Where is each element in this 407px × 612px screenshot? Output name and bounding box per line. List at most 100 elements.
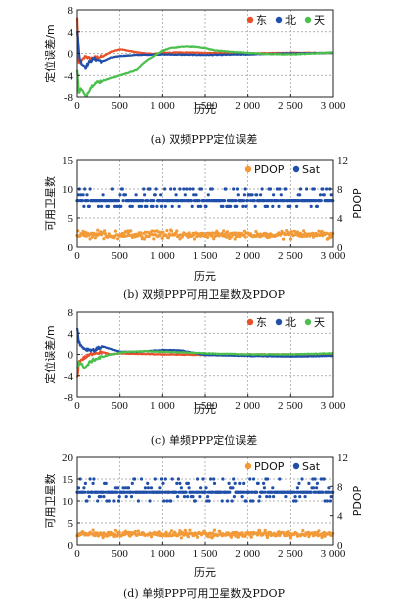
data-point bbox=[265, 204, 270, 208]
data-point bbox=[192, 193, 196, 197]
data-point bbox=[203, 490, 207, 494]
data-point bbox=[210, 187, 214, 191]
x-tick-label: 3 000 bbox=[321, 400, 346, 412]
data-point bbox=[315, 481, 319, 485]
data-point bbox=[139, 231, 143, 235]
data-point bbox=[288, 536, 293, 540]
data-point bbox=[211, 531, 215, 535]
legend-marker-北 bbox=[275, 318, 283, 326]
data-point bbox=[119, 204, 123, 208]
data-point bbox=[309, 204, 313, 208]
data-point bbox=[234, 199, 238, 203]
legend: Sat PDOP bbox=[244, 460, 321, 473]
data-point bbox=[242, 490, 246, 494]
data-point bbox=[221, 477, 225, 481]
legend-label-东: 东 bbox=[256, 316, 267, 329]
data-point bbox=[252, 199, 256, 203]
data-point bbox=[199, 187, 203, 191]
data-point bbox=[169, 187, 173, 191]
y-tick-label: 10 bbox=[62, 496, 74, 508]
data-point bbox=[172, 187, 177, 191]
data-point bbox=[248, 477, 252, 481]
data-point bbox=[179, 486, 183, 490]
data-point bbox=[139, 204, 144, 208]
data-point bbox=[268, 187, 273, 191]
data-point bbox=[260, 187, 264, 191]
data-point bbox=[302, 229, 306, 233]
x-axis-label: 历元 bbox=[194, 270, 216, 283]
data-point bbox=[101, 536, 105, 540]
data-point bbox=[272, 193, 276, 197]
data-point bbox=[277, 204, 281, 208]
data-point bbox=[204, 204, 208, 208]
data-point bbox=[143, 193, 147, 197]
data-point bbox=[327, 486, 331, 490]
data-point bbox=[148, 499, 152, 503]
data-point bbox=[141, 199, 145, 203]
data-point bbox=[159, 193, 163, 197]
data-point bbox=[178, 187, 182, 191]
data-point bbox=[92, 477, 96, 481]
data-point bbox=[263, 528, 267, 533]
data-layer bbox=[75, 327, 334, 378]
data-point bbox=[149, 486, 154, 490]
data-point bbox=[216, 533, 220, 537]
data-point bbox=[154, 187, 158, 191]
data-point bbox=[163, 204, 167, 208]
x-tick-label: 2 000 bbox=[235, 548, 260, 560]
data-point bbox=[169, 499, 173, 503]
data-point bbox=[115, 534, 119, 538]
data-point bbox=[289, 230, 293, 234]
data-point bbox=[158, 486, 162, 490]
x-tick-label: 1 500 bbox=[193, 548, 218, 560]
y-tick-label: 4 bbox=[68, 27, 74, 39]
data-point bbox=[238, 481, 242, 485]
data-point bbox=[201, 477, 205, 481]
data-point bbox=[149, 535, 154, 539]
data-point bbox=[212, 477, 216, 481]
data-point bbox=[159, 477, 164, 481]
y-tick-label: 0 bbox=[68, 242, 74, 254]
data-point bbox=[186, 495, 190, 499]
data-point bbox=[177, 204, 181, 208]
data-point bbox=[129, 229, 133, 233]
data-point bbox=[288, 237, 293, 241]
data-point bbox=[298, 495, 302, 499]
data-point bbox=[85, 193, 89, 197]
legend-marker-PDOP bbox=[244, 165, 252, 173]
data-point bbox=[169, 529, 174, 533]
data-point bbox=[295, 486, 299, 490]
data-point bbox=[242, 193, 246, 197]
data-point bbox=[142, 187, 146, 191]
y-tick-label: 5 bbox=[68, 518, 74, 530]
data-point bbox=[265, 477, 270, 481]
x-tick-label: 500 bbox=[111, 548, 128, 560]
data-point bbox=[166, 236, 170, 240]
data-point bbox=[250, 490, 254, 494]
data-point bbox=[159, 204, 164, 208]
data-point bbox=[83, 490, 87, 494]
x-tick-label: 2 500 bbox=[278, 400, 303, 412]
data-point bbox=[80, 199, 84, 203]
data-point bbox=[197, 490, 201, 494]
legend-marker-北 bbox=[275, 16, 283, 24]
data-point bbox=[312, 187, 316, 191]
data-point bbox=[249, 199, 253, 203]
data-point bbox=[278, 477, 282, 481]
data-point bbox=[284, 495, 288, 499]
x-tick-label: 2 000 bbox=[235, 400, 260, 412]
data-point bbox=[225, 230, 230, 234]
data-point bbox=[145, 490, 149, 494]
data-point bbox=[321, 187, 325, 191]
y-right-tick-label: 12 bbox=[337, 452, 348, 464]
x-tick-label: 2 500 bbox=[278, 250, 303, 262]
data-point bbox=[179, 536, 183, 540]
y-right-tick-label: 12 bbox=[337, 155, 348, 167]
y-tick-label: 10 bbox=[62, 184, 74, 196]
data-point bbox=[329, 193, 333, 197]
y-tick-label: 8 bbox=[68, 307, 74, 319]
data-point bbox=[127, 233, 131, 238]
y-tick-label: -4 bbox=[64, 70, 74, 82]
data-point bbox=[265, 535, 270, 540]
data-point bbox=[313, 477, 317, 481]
